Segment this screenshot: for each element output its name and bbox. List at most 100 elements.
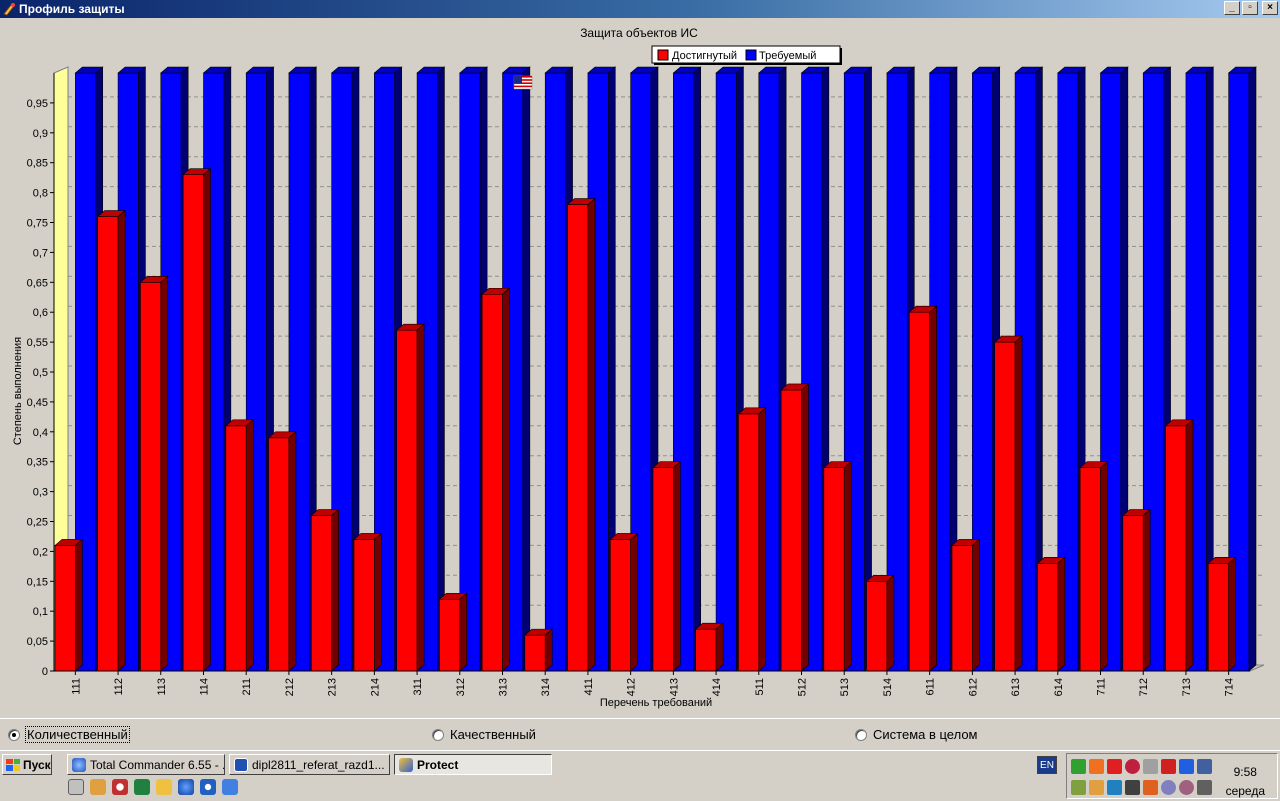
tray-graph-icon[interactable] [1107,780,1122,795]
tray-phone-icon[interactable] [1197,780,1212,795]
protect-app-icon [399,757,413,772]
bar-achieved [225,419,255,672]
x-tick-label: 611 [925,678,937,696]
chart-legend: Достигнутый Требуемый [651,45,842,65]
pencil-icon[interactable] [156,779,172,795]
tray-firewall-icon[interactable] [1089,759,1104,774]
taskbar-item-total-commander[interactable]: Total Commander 6.55 - ... [67,754,225,775]
start-button[interactable]: Пуск [2,754,52,775]
bar-achieved [395,323,425,672]
bar-achieved [96,209,126,672]
y-tick-label: 0,35 [27,457,48,469]
tray-network-icon[interactable] [1071,759,1086,774]
y-tick-label: 0,6 [33,307,48,319]
bar-achieved [737,407,767,672]
tray-printer-icon[interactable] [1143,759,1158,774]
tray-tool-icon[interactable] [1071,780,1086,795]
window-titlebar: Профиль защиты _ ▫ × [0,0,1280,18]
window-title: Профиль защиты [19,2,125,16]
taskbar-item-word-document[interactable]: dipl2811_referat_razd1... [229,754,390,775]
radio-system-overall[interactable]: Система в целом [855,727,977,742]
clock[interactable]: 9:58 середа [1226,763,1265,801]
radio-qualitative[interactable]: Качественный [432,727,536,742]
radio-system-overall-dot[interactable] [855,728,867,741]
radio-qualitative-label[interactable]: Качественный [450,727,536,742]
bar-achieved [566,197,596,672]
y-tick-label: 0,9 [33,128,48,140]
bar-achieved [780,383,810,672]
x-tick-label: 411 [583,678,595,696]
x-tick-label: 712 [1138,678,1150,696]
tray-disc-icon[interactable] [1179,780,1194,795]
legend-label-achieved: Достигнутый [672,50,737,62]
bar-achieved [694,622,724,672]
x-tick-label: 414 [711,678,723,696]
tray-globe-icon[interactable] [1161,780,1176,795]
y-tick-label: 0,25 [27,517,48,529]
maximize-button[interactable]: ▫ [1242,1,1258,15]
show-desktop-icon[interactable] [68,779,84,795]
tray-antivirus-icon[interactable] [1125,759,1140,774]
y-tick-label: 0,95 [27,98,48,110]
x-tick-label: 312 [455,678,467,696]
radio-quantitative-dot[interactable] [8,728,20,741]
bar-achieved [1079,461,1109,672]
legend-label-required: Требуемый [759,50,816,62]
minimize-button[interactable]: _ [1224,1,1240,15]
y-tick-label: 0,4 [33,427,48,439]
bar-achieved [609,532,639,672]
opera-icon[interactable] [112,779,128,795]
folder-icon[interactable] [90,779,106,795]
tray-ati-icon[interactable] [1107,759,1122,774]
chart-title: Защита объектов ИС [580,26,698,40]
x-tick-label: 211 [241,678,253,696]
us-flag-icon [513,75,533,90]
radio-qualitative-dot[interactable] [432,728,444,741]
tray-info-icon[interactable] [1179,759,1194,774]
bar-achieved [1164,419,1194,672]
bar-achieved [908,305,938,672]
x-tick-label: 113 [156,678,168,696]
tray-terminal-icon[interactable] [1125,780,1140,795]
x-tick-label: 314 [540,678,552,696]
bar-achieved [267,431,297,672]
y-tick-label: 0,1 [33,606,48,618]
language-indicator[interactable]: EN [1037,756,1057,774]
x-tick-label: 512 [797,678,809,696]
outlook-express-icon[interactable] [222,779,238,795]
y-tick-label: 0,2 [33,546,48,558]
x-tick-label: 311 [412,678,424,696]
bar-achieved [438,592,468,672]
x-tick-label: 613 [1010,678,1022,696]
x-tick-label: 714 [1224,678,1236,696]
bar-required [672,66,702,672]
y-tick-label: 0,5 [33,367,48,379]
tray-chip-icon[interactable] [1143,780,1158,795]
radio-quantitative-label[interactable]: Количественный [25,726,130,743]
radio-quantitative[interactable]: Количественный [8,726,130,743]
bar-required [1227,66,1257,672]
internet-explorer-icon[interactable] [178,779,194,795]
legend-swatch-required [745,49,757,61]
clock-day: середа [1225,784,1265,798]
bar-achieved [1122,508,1152,672]
spreadsheet-icon[interactable] [134,779,150,795]
tray-kaspersky-icon[interactable] [1161,759,1176,774]
bar-achieved [951,538,981,672]
bar-achieved [865,574,895,672]
y-tick-label: 0 [42,666,48,678]
x-tick-label: 511 [754,678,766,696]
media-player-icon[interactable] [200,779,216,795]
taskbar-item-protect[interactable]: Protect [394,754,552,775]
windows-logo-icon [6,758,20,771]
bar-achieved [993,335,1023,672]
x-tick-label: 412 [626,678,638,696]
taskbar-item-label: Total Commander 6.55 - ... [90,757,225,772]
x-tick-label: 614 [1053,678,1065,696]
radio-system-overall-label[interactable]: Система в целом [873,727,978,742]
tray-pencil-icon[interactable] [1089,780,1104,795]
tray-monitor-icon[interactable] [1197,759,1212,774]
close-button[interactable]: × [1262,1,1278,15]
y-tick-label: 0,3 [33,487,48,499]
y-tick-label: 0,8 [33,188,48,200]
